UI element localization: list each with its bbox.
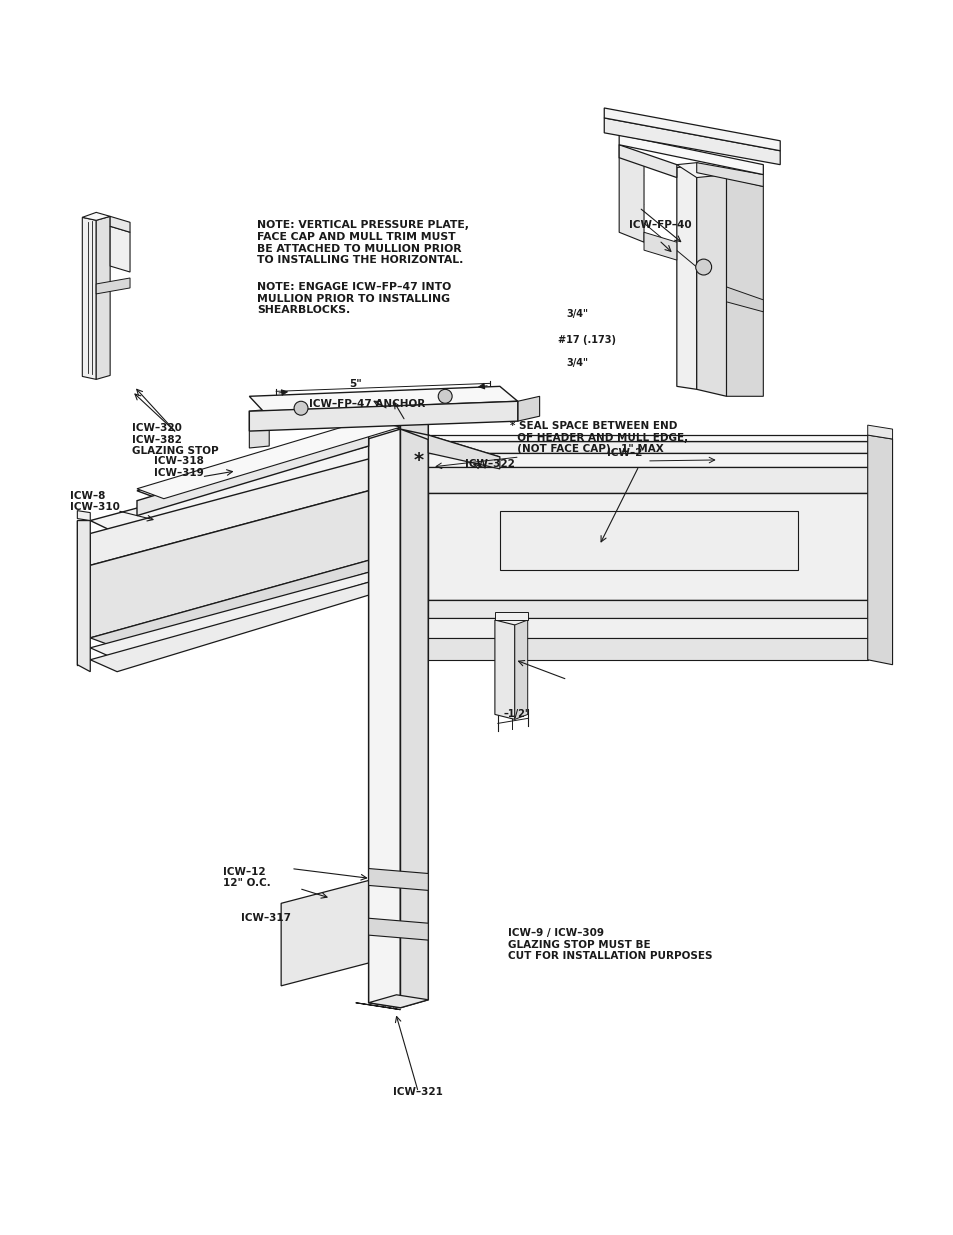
Text: ICW–8
ICW–310: ICW–8 ICW–310 <box>71 490 120 513</box>
Polygon shape <box>726 287 762 311</box>
Polygon shape <box>618 144 643 242</box>
Polygon shape <box>676 163 726 178</box>
Text: ICW–317: ICW–317 <box>241 913 291 924</box>
Text: #17 (.173): #17 (.173) <box>557 335 615 345</box>
Polygon shape <box>495 620 515 720</box>
Polygon shape <box>696 163 762 186</box>
Polygon shape <box>368 396 400 1008</box>
Text: –1/2": –1/2" <box>503 709 530 720</box>
Polygon shape <box>137 421 400 500</box>
Polygon shape <box>368 868 428 890</box>
Text: ICW–FP–40: ICW–FP–40 <box>628 220 691 230</box>
Polygon shape <box>428 467 867 493</box>
Polygon shape <box>91 490 368 638</box>
Polygon shape <box>91 561 368 648</box>
Polygon shape <box>495 613 527 620</box>
Polygon shape <box>400 429 499 459</box>
Polygon shape <box>618 135 762 174</box>
Text: ICW–12
12" O.C.: ICW–12 12" O.C. <box>223 867 271 888</box>
Polygon shape <box>82 212 110 220</box>
Polygon shape <box>91 582 368 672</box>
Text: 3/4": 3/4" <box>566 358 588 368</box>
Polygon shape <box>137 431 368 515</box>
Polygon shape <box>400 393 428 1008</box>
Text: ICW–FP–47 ANCHOR: ICW–FP–47 ANCHOR <box>309 399 425 409</box>
Polygon shape <box>368 919 428 940</box>
Polygon shape <box>91 446 400 534</box>
Polygon shape <box>603 107 780 151</box>
Text: NOTE: ENGAGE ICW–FP–47 INTO
MULLION PRIOR TO INSTALLING
SHEARBLOCKS.: NOTE: ENGAGE ICW–FP–47 INTO MULLION PRIO… <box>257 282 451 315</box>
Polygon shape <box>77 510 91 521</box>
Circle shape <box>437 389 452 404</box>
Polygon shape <box>428 453 867 467</box>
Polygon shape <box>428 435 867 441</box>
Text: ICW–322: ICW–322 <box>464 459 515 469</box>
Polygon shape <box>355 1003 400 1010</box>
Polygon shape <box>137 419 400 499</box>
Text: ICW–2: ICW–2 <box>607 448 642 458</box>
Text: 3/4": 3/4" <box>566 309 588 319</box>
Text: ICW–320
ICW–382
GLAZING STOP: ICW–320 ICW–382 GLAZING STOP <box>132 424 218 457</box>
Text: * SEAL SPACE BETWEEN END
  OF HEADER AND MULL EDGE,
  (NOT FACE CAP).: * SEAL SPACE BETWEEN END OF HEADER AND M… <box>509 421 687 454</box>
Polygon shape <box>428 435 499 469</box>
Polygon shape <box>643 232 676 261</box>
Polygon shape <box>428 441 867 453</box>
Polygon shape <box>515 620 527 720</box>
Polygon shape <box>517 396 539 421</box>
Polygon shape <box>428 618 867 638</box>
Polygon shape <box>867 425 892 440</box>
Polygon shape <box>281 881 368 986</box>
Polygon shape <box>110 216 130 232</box>
Polygon shape <box>696 164 726 396</box>
Text: 1" MAX: 1" MAX <box>620 445 663 454</box>
Text: ICW–321: ICW–321 <box>393 1087 443 1097</box>
Polygon shape <box>110 226 130 272</box>
Polygon shape <box>82 217 96 379</box>
Polygon shape <box>618 144 676 178</box>
Text: ICW–9 / ICW–309
GLAZING STOP MUST BE
CUT FOR INSTALLATION PURPOSES: ICW–9 / ICW–309 GLAZING STOP MUST BE CUT… <box>507 929 712 961</box>
Polygon shape <box>676 164 696 389</box>
Text: 5": 5" <box>349 379 362 389</box>
Circle shape <box>294 401 308 415</box>
Polygon shape <box>867 435 892 664</box>
Polygon shape <box>96 216 110 379</box>
Polygon shape <box>91 459 368 566</box>
Polygon shape <box>91 572 368 659</box>
Text: *: * <box>413 452 423 471</box>
Text: NOTE: VERTICAL PRESSURE PLATE,
FACE CAP AND MULL TRIM MUST
BE ATTACHED TO MULLIO: NOTE: VERTICAL PRESSURE PLATE, FACE CAP … <box>257 220 469 266</box>
Circle shape <box>695 259 711 275</box>
Polygon shape <box>428 600 867 618</box>
Polygon shape <box>368 994 428 1008</box>
Polygon shape <box>96 278 130 294</box>
Polygon shape <box>77 521 91 672</box>
Polygon shape <box>726 178 762 396</box>
Polygon shape <box>249 409 269 448</box>
Polygon shape <box>249 387 517 411</box>
Polygon shape <box>428 638 867 659</box>
Polygon shape <box>249 401 517 431</box>
Polygon shape <box>603 117 780 164</box>
Polygon shape <box>499 510 798 571</box>
Text: ICW–318
ICW–319: ICW–318 ICW–319 <box>153 456 204 478</box>
Polygon shape <box>428 493 867 600</box>
